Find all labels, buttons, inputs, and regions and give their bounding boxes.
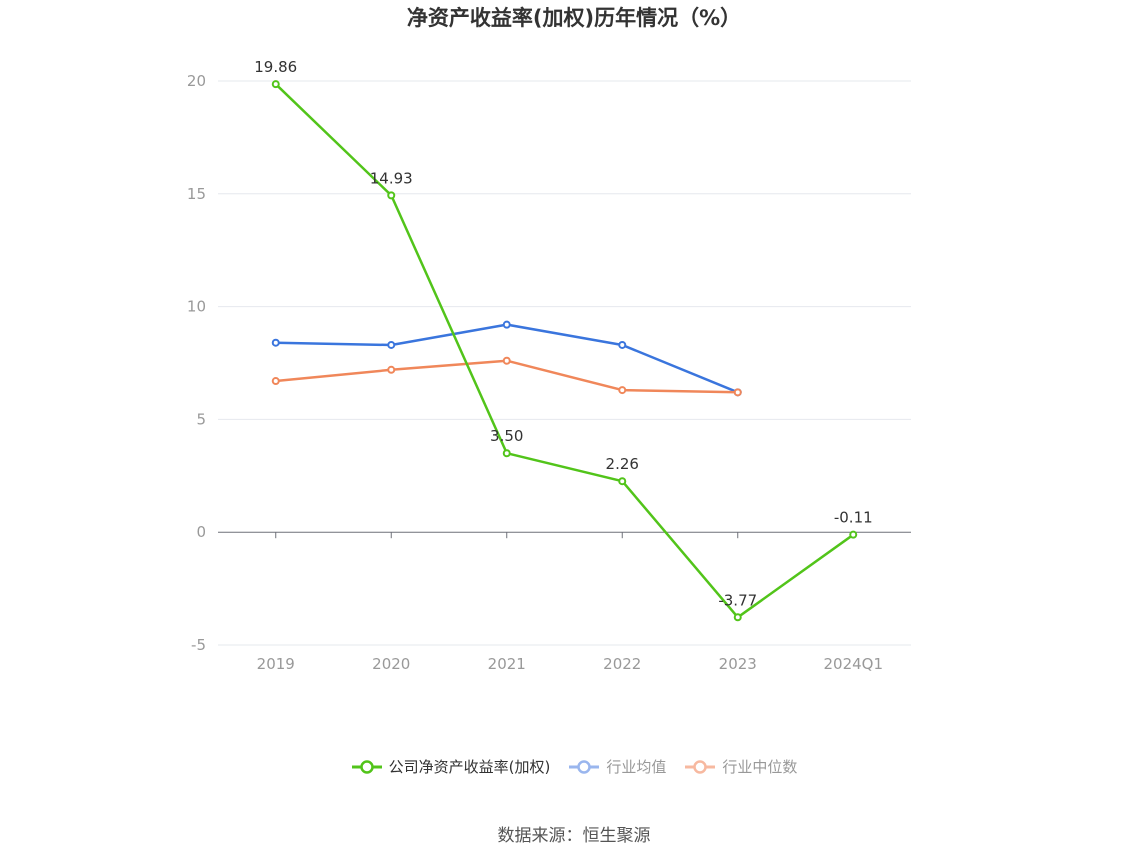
y-tick-label: -5 xyxy=(191,636,206,654)
y-tick-label: 0 xyxy=(196,523,206,541)
data-point xyxy=(387,365,396,374)
legend: 公司净资产收益率(加权) 行业均值 行业中位数 xyxy=(0,756,1148,777)
y-tick-label: 10 xyxy=(187,298,206,316)
data-point xyxy=(618,477,627,486)
legend-label-industry-median: 行业中位数 xyxy=(722,758,798,776)
legend-label-company-roe: 公司净资产收益率(加权) xyxy=(388,758,551,776)
data-label: -3.77 xyxy=(718,591,757,609)
data-point xyxy=(502,356,511,365)
series-line xyxy=(275,359,738,394)
data-point xyxy=(387,340,396,349)
legend-line-marker-icon xyxy=(685,759,716,774)
data-point xyxy=(502,320,511,329)
y-tick-label: 15 xyxy=(187,185,206,203)
data-point xyxy=(387,191,396,200)
x-tick-label: 2019 xyxy=(257,655,295,673)
data-point xyxy=(271,338,280,347)
legend-label-industry-mean: 行业均值 xyxy=(606,758,667,776)
x-tick-label: 2023 xyxy=(719,655,757,673)
x-tick-label: 2024Q1 xyxy=(823,655,883,673)
legend-item-industry-median[interactable]: 行业中位数 xyxy=(684,756,797,777)
data-label: 19.86 xyxy=(254,58,297,76)
chart-title: 净资产收益率(加权)历年情况（%） xyxy=(406,6,742,30)
axes: 20 15 10 5 0 -5 2019 2020 2021 2022 2023 2024Q1 xyxy=(187,72,911,673)
series-layer xyxy=(271,80,858,622)
legend-line-marker-icon xyxy=(569,759,600,774)
data-label: 14.93 xyxy=(370,169,413,187)
data-label: 3.50 xyxy=(490,427,523,445)
series-line xyxy=(274,83,855,619)
data-point xyxy=(618,386,627,395)
y-tick-label: 20 xyxy=(187,72,206,90)
legend-line-marker-icon xyxy=(351,759,382,774)
data-point xyxy=(733,613,742,622)
data-labels: 19.86 14.93 3.50 2.26 -3.77 -0.11 xyxy=(254,58,872,609)
data-point xyxy=(502,449,511,458)
y-tick-label: 5 xyxy=(196,410,206,428)
x-tick-label: 2021 xyxy=(488,655,526,673)
data-point xyxy=(618,340,627,349)
data-point xyxy=(271,80,280,89)
legend-item-company-roe[interactable]: 公司净资产收益率(加权) xyxy=(351,756,551,777)
data-label: 2.26 xyxy=(606,455,639,473)
source-note: 数据来源：恒生聚源 xyxy=(497,826,651,846)
x-tick-label: 2022 xyxy=(603,655,641,673)
data-point xyxy=(733,388,742,397)
legend-item-industry-mean[interactable]: 行业均值 xyxy=(568,756,666,777)
data-point xyxy=(271,377,280,386)
grid-lines xyxy=(218,80,911,646)
x-tick-label: 2020 xyxy=(372,655,410,673)
data-label: -0.11 xyxy=(834,509,873,527)
data-point xyxy=(849,530,858,539)
